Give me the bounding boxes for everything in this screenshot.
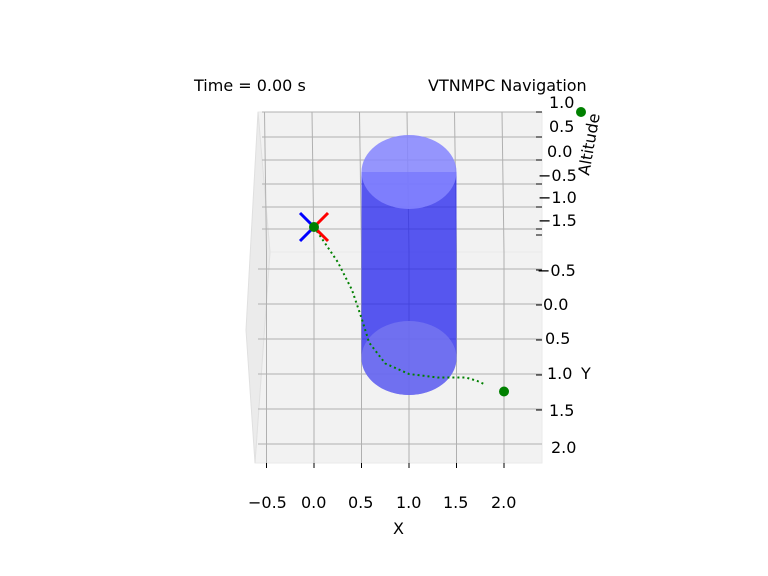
z-axis-label: Altitude <box>574 112 604 177</box>
tick-marks <box>266 111 542 468</box>
z-tick-label: 0.5 <box>549 117 574 136</box>
drone-marker <box>298 211 330 243</box>
x-tick-label: 0.5 <box>348 493 373 512</box>
cylinder-top-cap <box>361 135 457 209</box>
y-tick-label: 0.0 <box>543 295 568 314</box>
z-tick-label: 1.0 <box>549 93 574 112</box>
drone-position-dot <box>309 222 319 232</box>
y-axis-label: Y <box>580 364 591 383</box>
trajectory-line <box>313 226 486 386</box>
x-tick-label: −0.5 <box>248 493 287 512</box>
y-tick-label: −0.5 <box>537 261 576 280</box>
z-tick-label: 0.0 <box>547 142 572 161</box>
x-tick-label: 2.0 <box>491 493 516 512</box>
time-label: Time = 0.00 s <box>193 76 306 95</box>
obstacle-cylinder <box>361 135 457 396</box>
x-tick-label: 1.0 <box>396 493 421 512</box>
z-tick-labels: 1.0 0.5 0.0 −0.5 −1.0 −1.5 <box>538 93 577 230</box>
y-tick-labels: −0.5 0.0 0.5 1.0 1.5 2.0 <box>537 261 576 457</box>
x-tick-label: 0.0 <box>301 493 326 512</box>
goal-marker <box>499 386 509 397</box>
x-tick-label: 1.5 <box>443 493 468 512</box>
y-tick-label: 2.0 <box>551 438 576 457</box>
x-axis-label: X <box>393 519 404 538</box>
x-tick-labels: −0.5 0.0 0.5 1.0 1.5 2.0 <box>248 493 516 512</box>
y-tick-label: 0.5 <box>545 329 570 348</box>
chart-title: VTNMPC Navigation <box>428 76 587 95</box>
y-tick-label: 1.5 <box>549 401 574 420</box>
cylinder-bottom-cap <box>361 321 457 395</box>
z-tick-label: −1.5 <box>538 211 577 230</box>
z-tick-label: −1.0 <box>538 188 577 207</box>
altitude-top-marker <box>576 107 586 117</box>
z-tick-label: −0.5 <box>538 166 577 185</box>
y-tick-label: 1.0 <box>547 364 572 383</box>
